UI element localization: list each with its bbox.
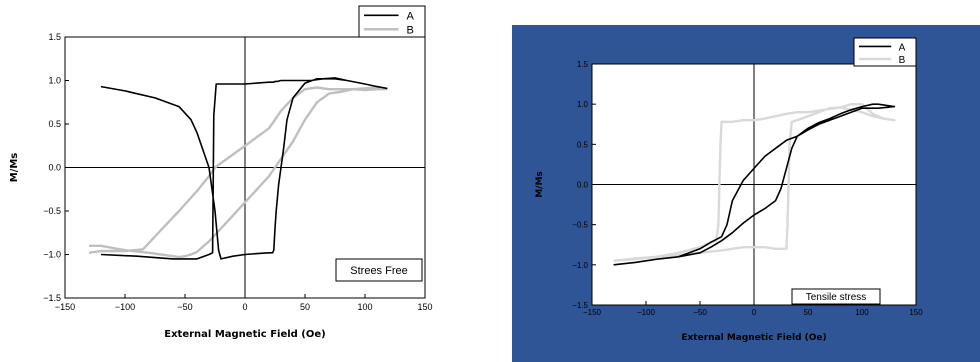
series-line-a [100,77,388,260]
annotation-box [791,288,881,305]
x-axis-label: External Magnetic Field (Oe) [164,329,325,340]
y-tick-label: 0.0 [577,181,589,190]
x-tick-label: 0 [752,308,757,317]
series-line-b [88,86,388,259]
legend-label-a: A [407,10,415,22]
x-tick-label: −50 [177,302,192,312]
x-axis-label: External Magnetic Field (Oe) [681,333,826,343]
y-tick-label: −1.5 [43,293,61,303]
annotation-box [335,258,423,282]
legend-box [853,37,917,67]
y-tick-label: 1.5 [48,32,61,42]
y-axis-label: M/Ms [535,171,545,198]
y-tick-label: 1.0 [577,100,589,109]
x-tick-label: 150 [909,308,923,317]
legend-box [358,5,426,38]
y-tick-label: −1.0 [43,250,61,260]
x-tick-label: −50 [693,308,707,317]
x-tick-label: −100 [637,308,656,317]
x-tick-label: 50 [300,302,310,312]
legend-label-b: B [407,24,414,36]
y-tick-label: 1.0 [48,76,61,86]
y-tick-label: 0.5 [577,140,589,149]
x-tick-label: 150 [417,302,432,312]
y-tick-label: −1.5 [572,301,588,310]
y-tick-label: 1.5 [577,60,589,69]
y-tick-label: −0.5 [572,221,588,230]
x-tick-label: −150 [55,302,75,312]
series-line-a [613,103,896,266]
x-tick-label: 100 [357,302,372,312]
y-tick-label: 0.5 [48,119,61,129]
y-tick-label: −0.5 [43,206,61,216]
annotation-label: Strees Free [350,265,407,277]
legend-label-a: A [899,42,906,53]
x-tick-label: 0 [242,302,247,312]
annotation-label: Tensile stress [806,292,867,303]
y-tick-label: −1.0 [572,261,588,270]
chart-tensile-stress-group: −1.5 −1.0 −0.5 0.0 0.5 1.0 1.5 −150 −100 −50 0 50 10… [535,37,923,343]
y-axis-label: M/Ms [9,153,20,183]
x-tick-label: −150 [583,308,602,317]
y-tick-label: 0.0 [48,163,61,173]
series-line-b [613,102,896,262]
x-tick-label: 100 [855,308,869,317]
x-tick-label: −100 [115,302,135,312]
x-tick-label: 50 [804,308,813,317]
legend-label-b: B [899,55,906,66]
chart-stress-free-group: −1.5 −1.0 −0.5 0.0 0.5 1.0 1.5 −150 −100 −50 0 50 10… [9,5,433,340]
